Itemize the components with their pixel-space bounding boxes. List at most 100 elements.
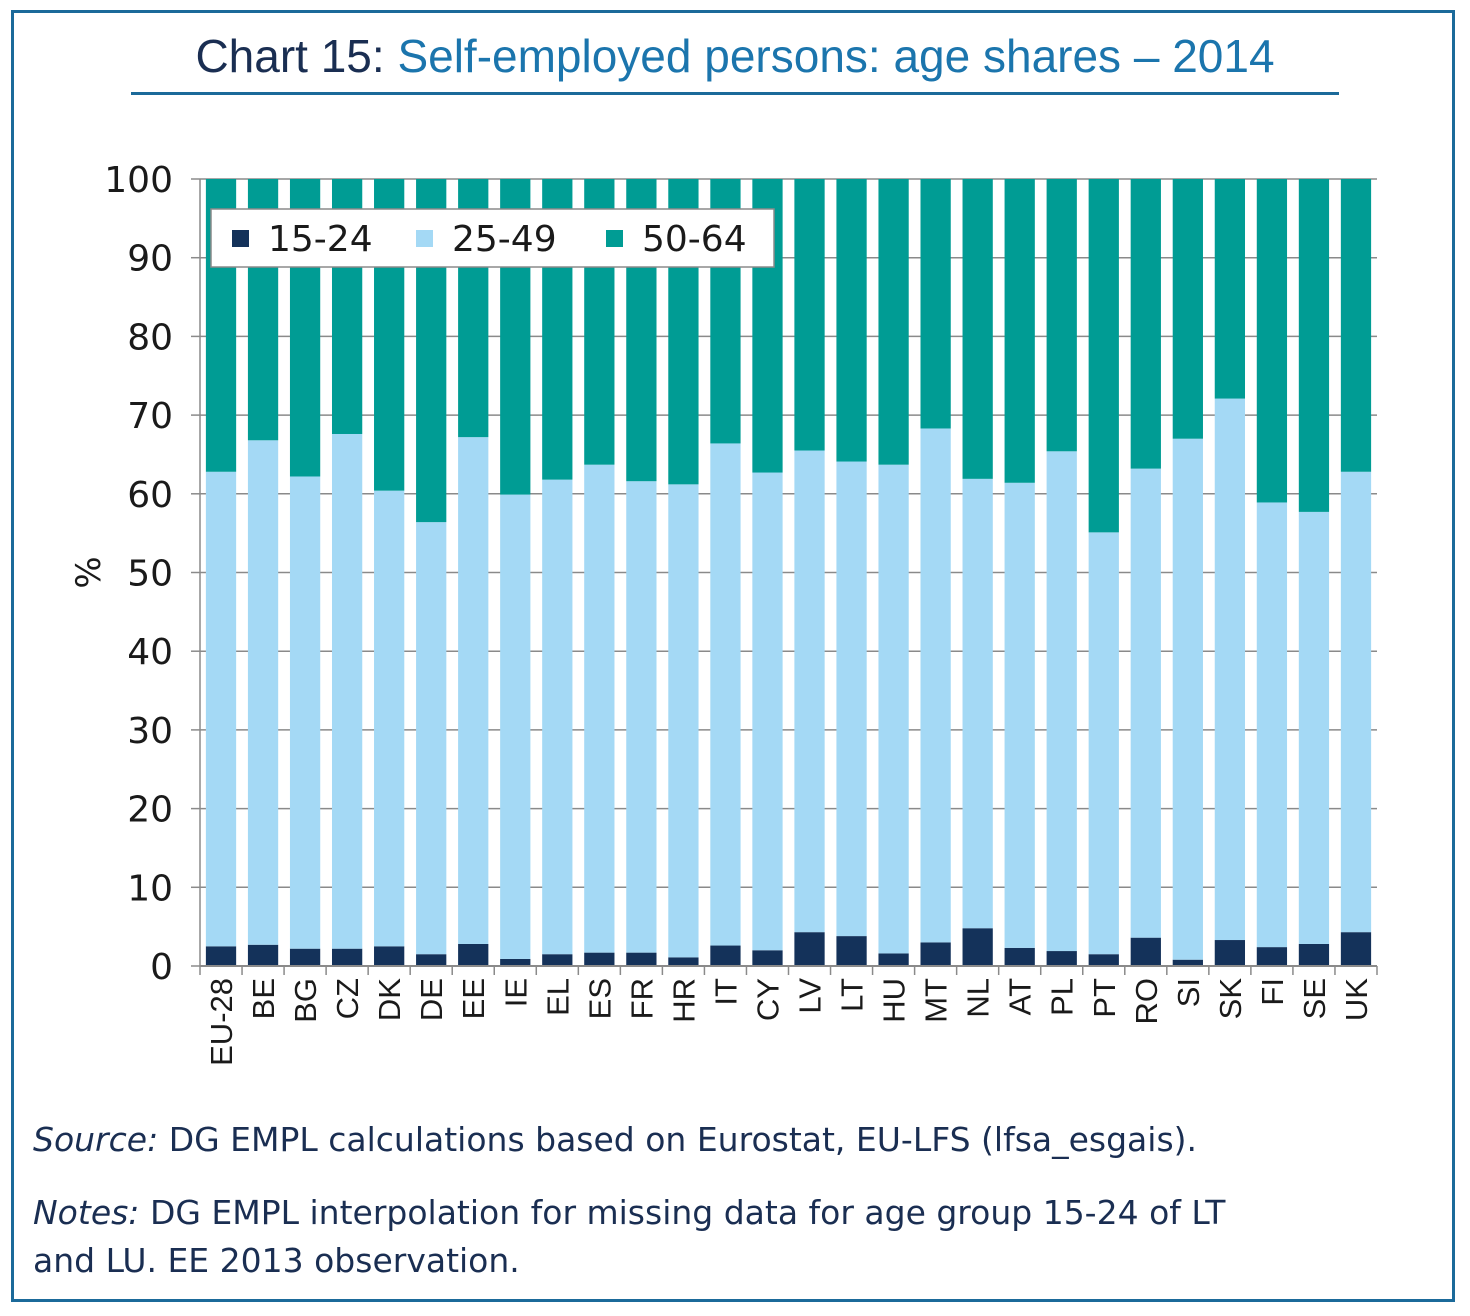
x-tick-label: SE (1297, 978, 1332, 1019)
y-tick-label: 30 (127, 711, 173, 752)
bar-dk-15-24 (374, 946, 405, 966)
y-tick-label: 60 (127, 475, 173, 516)
bar-pt-50-64 (1088, 179, 1119, 533)
x-tick-label: EL (540, 978, 575, 1016)
legend-swatch-50-64 (606, 230, 623, 247)
bar-fi-15-24 (1256, 947, 1288, 966)
chart-title: Chart 15: Self-employed persons: age sha… (0, 26, 1470, 86)
x-tick-label: IT (708, 978, 743, 1006)
bar-nl-50-64 (962, 179, 993, 479)
y-axis-label: % (69, 556, 109, 588)
chart-title-main: Self-employed persons: age shares – 2014 (397, 30, 1275, 82)
bar-es-25-49 (584, 464, 615, 953)
x-tick-label: SI (1171, 978, 1206, 1007)
bar-el-25-49 (542, 479, 573, 955)
source-note: Source: DG EMPL calculations based on Eu… (33, 1116, 1197, 1164)
x-tick-label: HR (666, 978, 701, 1023)
bar-eu-28-15-24 (205, 946, 237, 966)
bar-pl-25-49 (1046, 451, 1077, 952)
bar-eu-28-25-49 (205, 471, 237, 947)
bar-hu-15-24 (878, 953, 909, 966)
bar-ee-25-49 (458, 437, 489, 944)
notes-label: Notes: (33, 1193, 140, 1232)
legend-label-25-49: 25-49 (452, 219, 557, 260)
bar-sk-25-49 (1214, 398, 1246, 941)
bar-uk-25-49 (1340, 471, 1372, 933)
x-tick-label: LT (835, 978, 870, 1012)
bar-ro-25-49 (1130, 468, 1161, 938)
bar-hu-25-49 (878, 464, 909, 954)
x-tick-label: AT (1003, 978, 1038, 1015)
y-tick-label: 40 (127, 632, 173, 673)
legend-label-50-64: 50-64 (642, 219, 747, 260)
chart-title-prefix: Chart 15: (195, 30, 385, 82)
bar-it-25-49 (710, 443, 741, 946)
bar-de-15-24 (416, 954, 447, 966)
source-label: Source: (33, 1120, 159, 1159)
bar-se-15-24 (1298, 943, 1330, 966)
bar-lt-25-49 (836, 461, 867, 937)
bar-fr-25-49 (626, 481, 657, 953)
bar-hu-50-64 (878, 179, 909, 465)
bar-dk-25-49 (374, 490, 405, 947)
x-tick-label: HU (877, 978, 912, 1023)
bar-lv-25-49 (794, 450, 825, 933)
legend-swatch-15-24 (232, 230, 249, 247)
y-tick-label: 50 (127, 554, 173, 595)
y-tick-label: 90 (127, 239, 173, 280)
x-tick-label: ES (582, 978, 617, 1019)
bar-lv-50-64 (794, 179, 825, 451)
bar-pt-15-24 (1088, 954, 1119, 966)
bar-uk-15-24 (1340, 932, 1372, 966)
bar-fi-50-64 (1256, 179, 1288, 503)
bar-lt-50-64 (836, 179, 867, 462)
bar-uk-50-64 (1340, 179, 1372, 472)
bar-bg-25-49 (289, 476, 321, 949)
bar-hr-15-24 (668, 957, 699, 966)
legend-label-15-24: 15-24 (268, 219, 373, 260)
bar-fi-25-49 (1256, 502, 1288, 948)
bar-ie-15-24 (500, 958, 531, 966)
bar-fr-15-24 (626, 952, 657, 966)
bar-sk-50-64 (1214, 179, 1246, 399)
bar-pt-25-49 (1088, 532, 1119, 955)
chart-frame (11, 10, 1455, 1302)
x-tick-label: LV (793, 978, 828, 1014)
bar-lv-15-24 (794, 932, 825, 966)
y-tick-label: 100 (104, 160, 173, 201)
x-tick-label: CY (750, 978, 785, 1021)
bar-si-15-24 (1172, 959, 1203, 966)
bar-bg-15-24 (289, 948, 321, 966)
bar-de-25-49 (416, 522, 447, 955)
bar-mt-50-64 (920, 179, 951, 429)
x-tick-label: PL (1045, 978, 1080, 1016)
bar-si-25-49 (1172, 438, 1203, 960)
bar-ro-15-24 (1130, 937, 1161, 966)
bar-be-25-49 (247, 440, 279, 945)
bar-cz-25-49 (331, 433, 363, 949)
y-tick-label: 80 (127, 317, 173, 358)
source-text: DG EMPL calculations based on Eurostat, … (168, 1120, 1198, 1159)
x-tick-label: CZ (330, 978, 365, 1019)
bar-hr-25-49 (668, 484, 699, 958)
bar-el-15-24 (542, 954, 573, 966)
x-tick-label: FI (1255, 978, 1290, 1006)
bar-be-15-24 (247, 944, 279, 966)
bar-ee-15-24 (458, 943, 489, 966)
bar-es-15-24 (584, 952, 615, 966)
y-tick-label: 70 (127, 396, 173, 437)
legend-swatch-25-49 (416, 230, 433, 247)
bar-cz-15-24 (331, 948, 363, 966)
bar-at-15-24 (1004, 947, 1035, 966)
x-tick-label: BE (246, 978, 281, 1019)
x-tick-label: UK (1339, 978, 1374, 1021)
bar-mt-15-24 (920, 942, 951, 966)
x-tick-label: SK (1213, 978, 1248, 1020)
bar-si-50-64 (1172, 179, 1203, 439)
x-tick-label: NL (961, 978, 996, 1018)
y-tick-label: 20 (127, 790, 173, 831)
x-tick-label: DK (372, 978, 407, 1021)
bar-cy-15-24 (752, 950, 783, 966)
notes: Notes: DG EMPL interpolation for missing… (33, 1189, 1225, 1285)
